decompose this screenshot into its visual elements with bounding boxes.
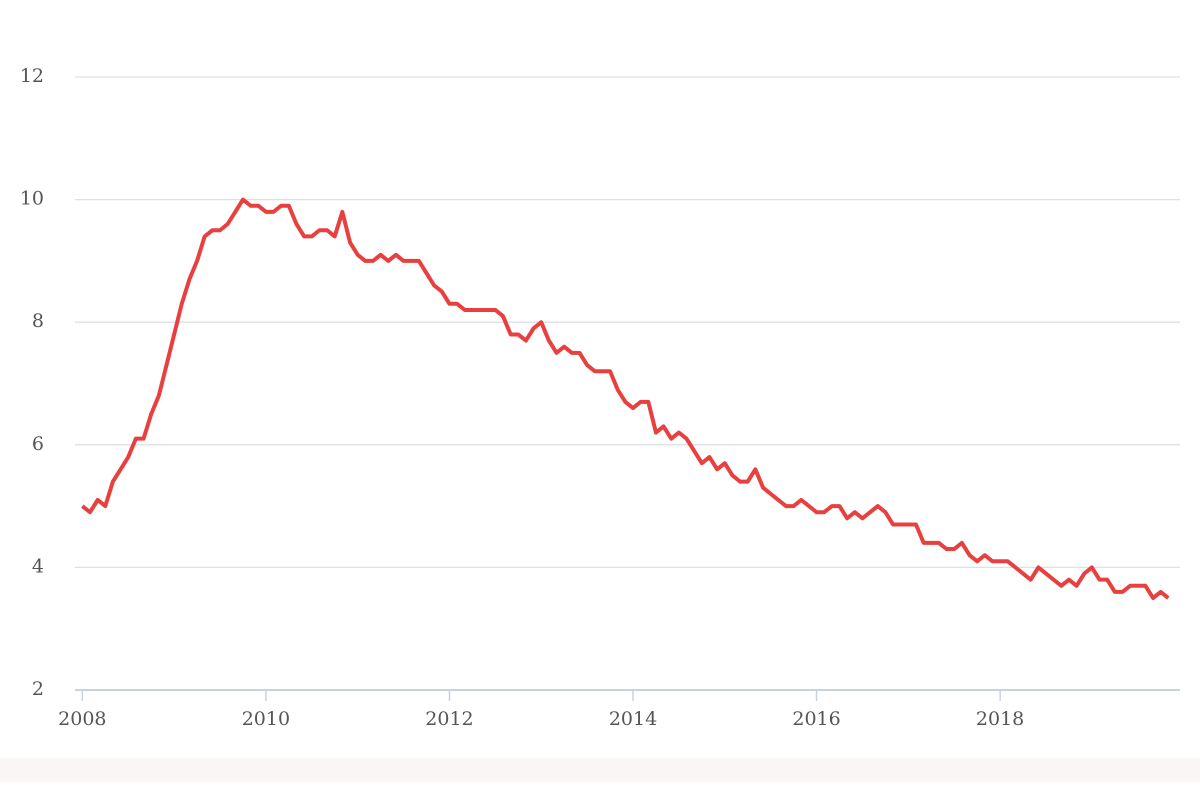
y-tick-label: 10 — [20, 188, 44, 210]
x-tick-label: 2018 — [976, 708, 1024, 730]
x-tick-label: 2016 — [792, 708, 840, 730]
x-tick-label: 2014 — [609, 708, 657, 730]
y-tick-label: 4 — [32, 555, 44, 577]
x-tick-label: 2010 — [242, 708, 290, 730]
x-tick-label: 2012 — [425, 708, 473, 730]
line-series — [81, 197, 1170, 601]
x-tick-label: 2008 — [58, 708, 106, 730]
footer-band — [0, 758, 1200, 782]
y-tick-label: 6 — [32, 433, 44, 455]
y-tick-label: 8 — [32, 310, 44, 332]
y-tick-label: 2 — [32, 678, 44, 700]
y-tick-label: 12 — [20, 65, 44, 87]
